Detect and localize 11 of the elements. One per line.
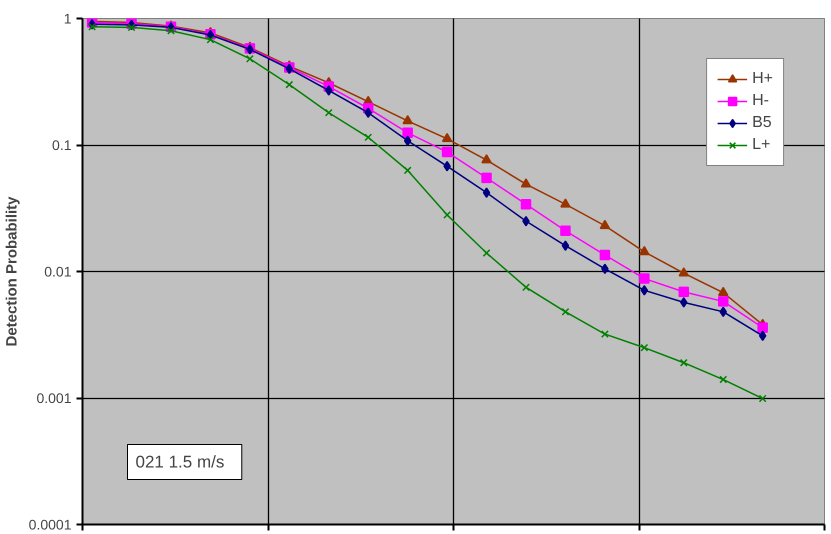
y-tick-label: 0.1: [52, 137, 72, 153]
annotation: 021 1.5 m/s: [136, 452, 224, 472]
legend-label: H-: [752, 92, 770, 110]
legend-label: L+: [752, 136, 772, 154]
y-tick-label: 0.01: [44, 264, 72, 280]
legend-label: B5: [752, 114, 772, 132]
y-tick-label: 0.0001: [28, 516, 72, 532]
y-tick-label: 0.001: [36, 390, 72, 406]
y-axis-title: Detection Probability: [4, 196, 21, 347]
legend-label: H+: [752, 70, 773, 88]
y-tick-label: 1: [64, 10, 72, 26]
